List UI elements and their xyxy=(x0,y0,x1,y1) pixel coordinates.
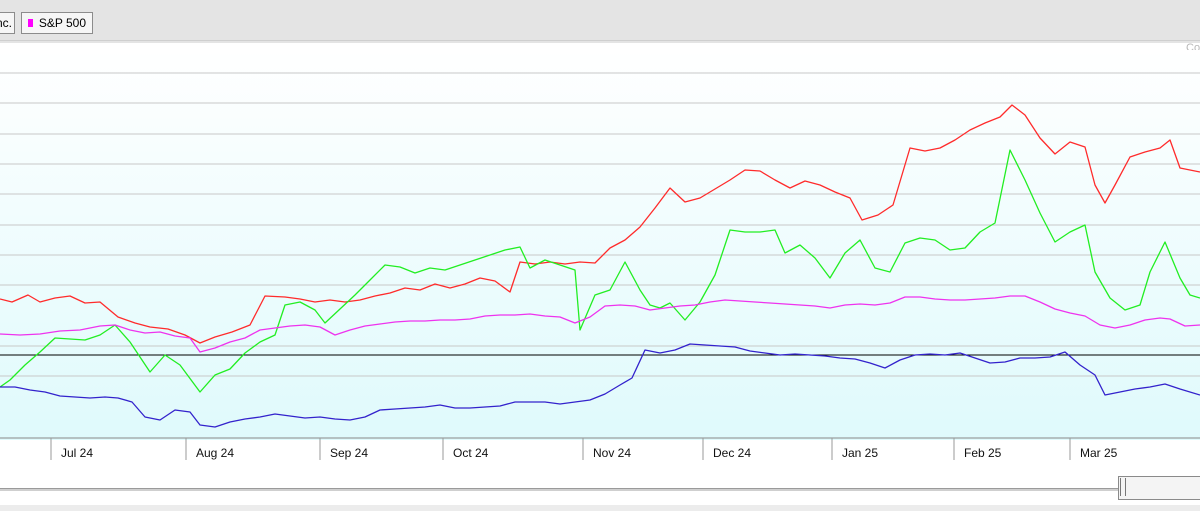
navigator-track[interactable] xyxy=(0,488,1200,491)
x-tick-label: Feb 25 xyxy=(964,446,1002,460)
navigator-grip-icon[interactable] xyxy=(1120,478,1126,496)
legend-swatch-sp500 xyxy=(28,19,33,27)
series-lines xyxy=(0,104,1200,428)
legend-item-sp500[interactable]: S&P 500 xyxy=(21,12,93,34)
x-tick-label: Dec 24 xyxy=(713,446,751,460)
x-tick-label: Oct 24 xyxy=(453,446,489,460)
price-chart: Jul 24 Aug 24 Sep 24 Oct 24 Nov 24 Dec 24 Jan … xyxy=(0,41,1200,460)
x-tick-label: Mar 25 xyxy=(1080,446,1118,460)
legend-item-company[interactable]: nc. xyxy=(0,12,15,34)
navigator-handle[interactable] xyxy=(1118,476,1200,500)
x-axis: Jul 24 Aug 24 Sep 24 Oct 24 Nov 24 Dec 24 Jan … xyxy=(50,438,1118,460)
legend-item-sp500-label: S&P 500 xyxy=(38,16,86,30)
bottom-scrollbar[interactable] xyxy=(0,505,1200,511)
grid-lines xyxy=(0,41,1200,439)
series-line-sp500 xyxy=(0,295,1200,353)
chart-toolbar: nc. S&P 500 xyxy=(0,0,1200,41)
x-tick-label: Sep 24 xyxy=(330,446,368,460)
x-tick-label: Aug 24 xyxy=(196,446,234,460)
plot-area xyxy=(0,50,1200,440)
x-tick-label: Nov 24 xyxy=(593,446,631,460)
series-line-blue xyxy=(0,343,1200,428)
series-line-green xyxy=(0,149,1200,393)
x-tick-label: Jul 24 xyxy=(61,446,93,460)
legend-item-company-label: nc. xyxy=(0,16,13,30)
x-tick-label: Jan 25 xyxy=(842,446,878,460)
series-line-red xyxy=(0,104,1200,344)
